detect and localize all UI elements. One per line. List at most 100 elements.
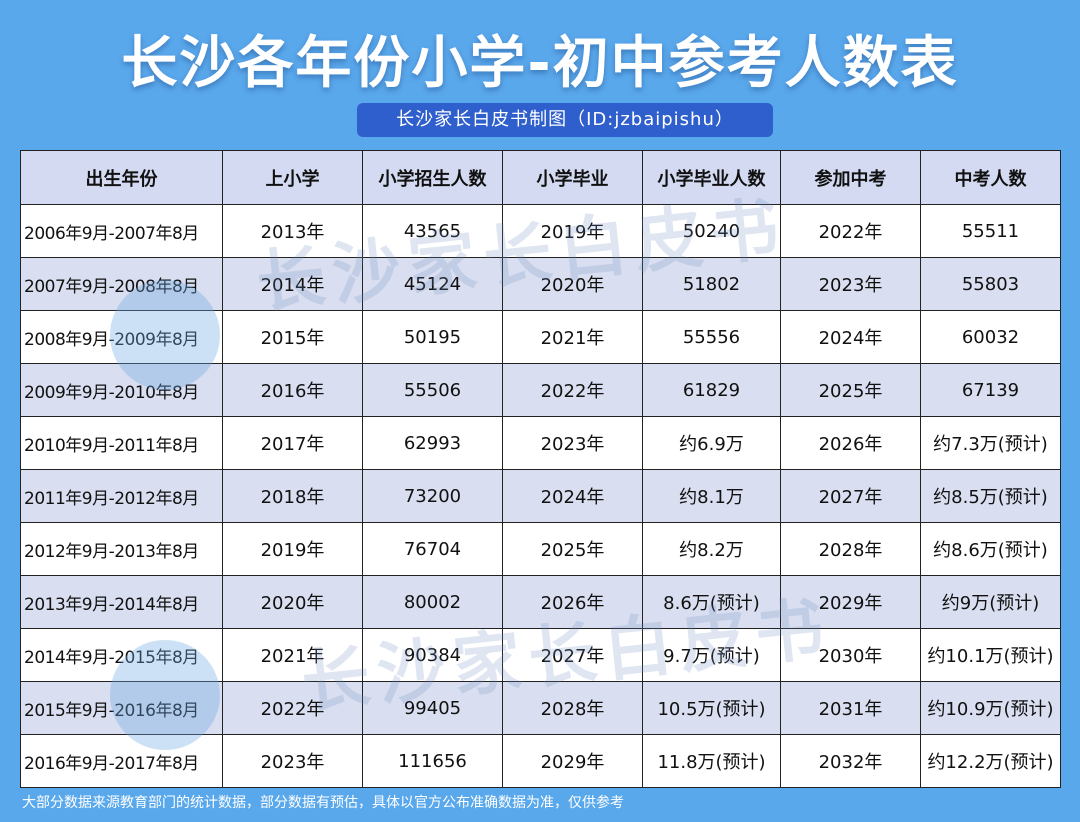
table-cell: 80002: [362, 575, 503, 629]
table-cell: 90384: [362, 628, 503, 682]
table-cell: 约8.5万(预计): [920, 469, 1061, 523]
table-cell: 111656: [362, 734, 503, 788]
table-cell: 2026年: [502, 575, 643, 629]
table-cell: 2023年: [502, 416, 643, 470]
table-cell: 2025年: [502, 522, 643, 576]
table-row: 2013年9月-2014年8月 2020年 80002 2026年 8.6万(预计) 20…: [20, 575, 1061, 629]
table-cell: 67139: [920, 363, 1061, 417]
column-header: 上小学: [222, 150, 363, 205]
table-cell: 2015年: [222, 310, 363, 364]
table-cell: 约8.1万: [642, 469, 781, 523]
table-row: 2011年9月-2012年8月 2018年 73200 2024年 约8.1万 2027年…: [20, 469, 1061, 523]
data-table: 出生年份 上小学 小学招生人数 小学毕业 小学毕业人数 参加中考 中考人数 2006年9月-…: [20, 150, 1061, 788]
table-cell: 2029年: [780, 575, 921, 629]
table-row: 2014年9月-2015年8月 2021年 90384 2027年 9.7万(预计) 20…: [20, 628, 1061, 682]
table-cell: 2019年: [502, 204, 643, 258]
table-cell: 2028年: [502, 681, 643, 735]
table-cell: 55511: [920, 204, 1061, 258]
table-cell: 2025年: [780, 363, 921, 417]
table-cell: 9.7万(预计): [642, 628, 781, 682]
table-cell: 2031年: [780, 681, 921, 735]
table-cell: 2007年9月-2008年8月: [20, 257, 223, 311]
table-cell: 62993: [362, 416, 503, 470]
table-cell: 2014年9月-2015年8月: [20, 628, 223, 682]
table-cell: 2032年: [780, 734, 921, 788]
table-cell: 43565: [362, 204, 503, 258]
table-cell: 2023年: [780, 257, 921, 311]
table-cell: 55803: [920, 257, 1061, 311]
table-cell: 约9万(预计): [920, 575, 1061, 629]
table-cell: 51802: [642, 257, 781, 311]
table-cell: 50240: [642, 204, 781, 258]
table-body: 2006年9月-2007年8月 2013年 43565 2019年 50240 2022年…: [20, 204, 1061, 788]
table-row: 2006年9月-2007年8月 2013年 43565 2019年 50240 2022年…: [20, 204, 1061, 258]
table-row: 2016年9月-2017年8月 2023年 111656 2029年 11.8万(预计)…: [20, 734, 1061, 788]
table-cell: 2015年9月-2016年8月: [20, 681, 223, 735]
table-cell: 2029年: [502, 734, 643, 788]
table-cell: 2016年9月-2017年8月: [20, 734, 223, 788]
table-row: 2008年9月-2009年8月 2015年 50195 2021年 55556 2024年…: [20, 310, 1061, 364]
table-cell: 45124: [362, 257, 503, 311]
table-cell: 2013年9月-2014年8月: [20, 575, 223, 629]
table-cell: 73200: [362, 469, 503, 523]
table-cell: 2024年: [502, 469, 643, 523]
table-cell: 2027年: [780, 469, 921, 523]
table-cell: 10.5万(预计): [642, 681, 781, 735]
table-cell: 2020年: [502, 257, 643, 311]
table-cell: 2011年9月-2012年8月: [20, 469, 223, 523]
table-cell: 约6.9万: [642, 416, 781, 470]
table-cell: 约8.6万(预计): [920, 522, 1061, 576]
table-cell: 2018年: [222, 469, 363, 523]
table-cell: 2020年: [222, 575, 363, 629]
column-header: 小学毕业: [502, 150, 643, 205]
table-cell: 60032: [920, 310, 1061, 364]
table-cell: 2021年: [222, 628, 363, 682]
table-cell: 76704: [362, 522, 503, 576]
table-cell: 2006年9月-2007年8月: [20, 204, 223, 258]
table-cell: 2030年: [780, 628, 921, 682]
table-cell: 61829: [642, 363, 781, 417]
table-row: 2012年9月-2013年8月 2019年 76704 2025年 约8.2万 2028年…: [20, 522, 1061, 576]
table-cell: 2010年9月-2011年8月: [20, 416, 223, 470]
table-header-row: 出生年份 上小学 小学招生人数 小学毕业 小学毕业人数 参加中考 中考人数: [20, 150, 1061, 205]
table-cell: 约7.3万(预计): [920, 416, 1061, 470]
table-cell: 11.8万(预计): [642, 734, 781, 788]
data-table-container: 出生年份 上小学 小学招生人数 小学毕业 小学毕业人数 参加中考 中考人数 2006年9月-…: [20, 150, 1061, 788]
column-header: 小学招生人数: [362, 150, 503, 205]
table-cell: 55506: [362, 363, 503, 417]
table-cell: 2022年: [502, 363, 643, 417]
table-cell: 2014年: [222, 257, 363, 311]
column-header: 出生年份: [20, 150, 223, 205]
table-cell: 2009年9月-2010年8月: [20, 363, 223, 417]
table-cell: 2024年: [780, 310, 921, 364]
table-cell: 2013年: [222, 204, 363, 258]
table-cell: 2026年: [780, 416, 921, 470]
table-cell: 2021年: [502, 310, 643, 364]
table-row: 2015年9月-2016年8月 2022年 99405 2028年 10.5万(预计) 2…: [20, 681, 1061, 735]
table-cell: 8.6万(预计): [642, 575, 781, 629]
table-cell: 99405: [362, 681, 503, 735]
table-cell: 2022年: [780, 204, 921, 258]
table-cell: 55556: [642, 310, 781, 364]
table-cell: 2016年: [222, 363, 363, 417]
table-row: 2007年9月-2008年8月 2014年 45124 2020年 51802 2023年…: [20, 257, 1061, 311]
column-header: 参加中考: [780, 150, 921, 205]
table-cell: 2012年9月-2013年8月: [20, 522, 223, 576]
table-cell: 2028年: [780, 522, 921, 576]
table-cell: 2008年9月-2009年8月: [20, 310, 223, 364]
table-cell: 约12.2万(预计): [920, 734, 1061, 788]
footer-note: 大部分数据来源教育部门的统计数据，部分数据有预估，具体以官方公布准确数据为准，仅…: [22, 795, 624, 811]
column-header: 小学毕业人数: [642, 150, 781, 205]
column-header: 中考人数: [920, 150, 1061, 205]
table-cell: 2023年: [222, 734, 363, 788]
table-row: 2010年9月-2011年8月 2017年 62993 2023年 约6.9万 2026年…: [20, 416, 1061, 470]
table-cell: 约8.2万: [642, 522, 781, 576]
table-cell: 2027年: [502, 628, 643, 682]
table-cell: 2017年: [222, 416, 363, 470]
table-cell: 50195: [362, 310, 503, 364]
table-cell: 2022年: [222, 681, 363, 735]
table-cell: 约10.1万(预计): [920, 628, 1061, 682]
subtitle-badge: 长沙家长白皮书制图（ID:jzbaipishu）: [357, 103, 773, 137]
table-cell: 2019年: [222, 522, 363, 576]
table-cell: 约10.9万(预计): [920, 681, 1061, 735]
